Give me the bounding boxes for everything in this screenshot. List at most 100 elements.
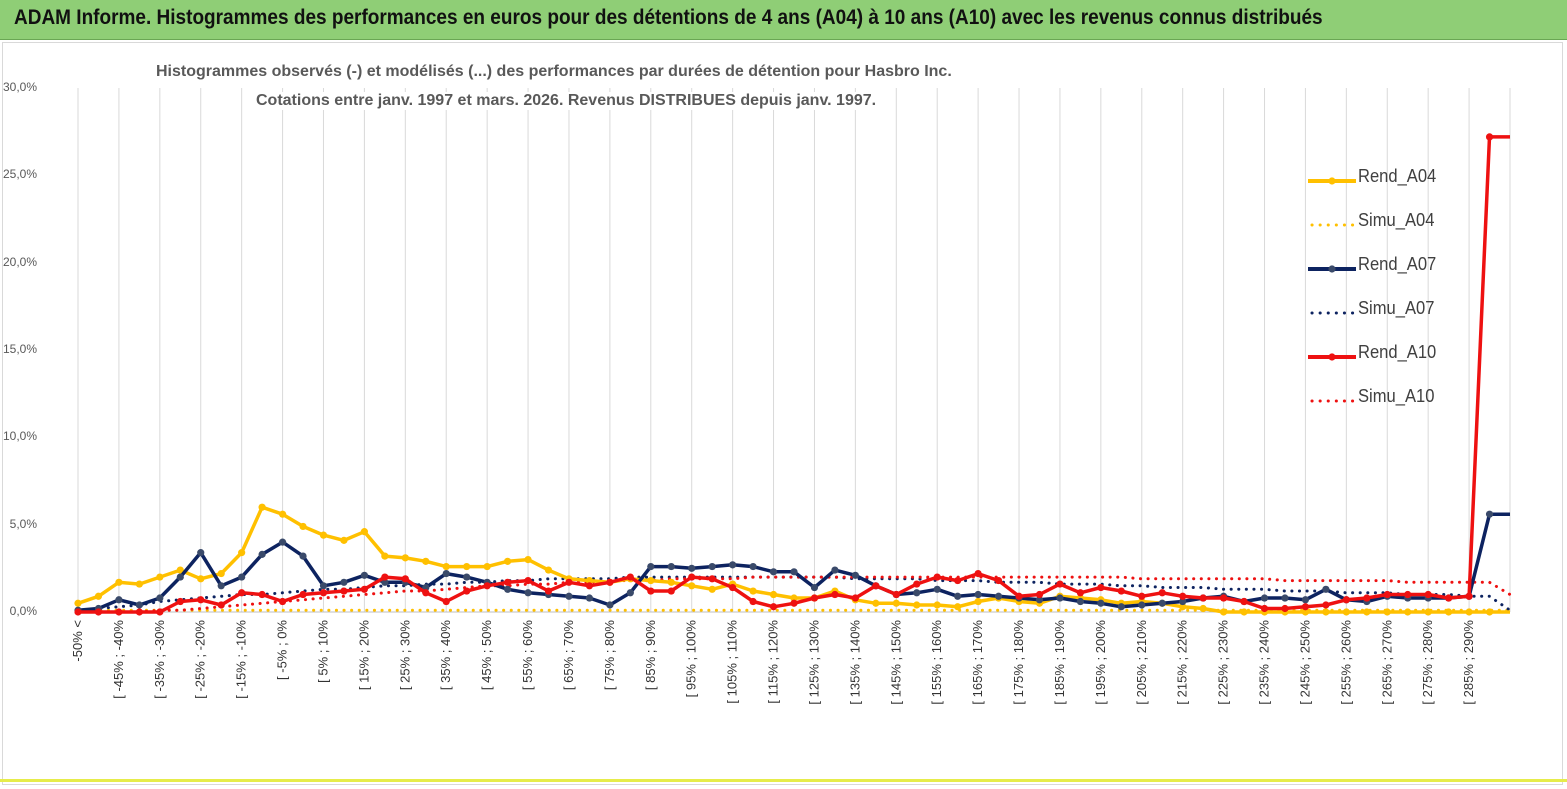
data-point [606,601,614,609]
data-point [688,573,696,581]
data-point [1158,589,1166,597]
x-tick-label: [ 285% ; 290% [1461,620,1476,705]
legend-label: Simu_A04 [1358,210,1435,230]
data-point [278,538,287,546]
x-tick-label: [ 135% ; 140% [847,620,862,705]
data-point [1097,599,1105,607]
legend-item: Rend_A07 [1300,248,1470,292]
data-point [831,566,839,574]
data-point [238,549,246,557]
data-point [258,590,266,599]
data-point [1240,597,1248,606]
x-tick-label: [ -35% ; -30% [152,620,167,699]
data-point [258,550,266,558]
data-point [565,578,573,586]
legend-swatch [1308,177,1356,185]
data-point [892,590,900,599]
data-point [319,582,328,590]
data-point [994,592,1003,600]
data-point [340,578,348,586]
legend-item: Simu_A07 [1300,292,1470,336]
x-tick-label: [ 215% ; 220% [1175,620,1190,705]
data-point [667,587,675,595]
data-point [381,552,389,560]
data-point [1035,596,1044,604]
data-point [708,575,716,583]
y-tick-label: 10,0% [2,429,37,444]
data-point [360,585,368,593]
data-point [422,583,430,592]
data-point [565,592,573,600]
data-point [1363,608,1371,616]
y-tick-label: 15,0% [2,342,37,356]
data-point [626,573,634,581]
legend-swatch [1310,311,1356,315]
data-point [831,590,839,599]
data-point [442,597,450,606]
data-point [94,608,103,616]
x-tick-label: [ 75% ; 80% [602,620,617,691]
data-point [810,594,819,602]
data-point [851,571,859,579]
data-point [729,561,737,569]
data-point [524,589,532,597]
data-point [504,578,512,586]
data-point [238,573,246,581]
legend-item: Rend_A10 [1300,336,1470,380]
data-point [381,573,389,581]
x-tick-label: [ 55% ; 60% [520,620,535,691]
data-point [1158,599,1166,607]
data-point [1301,596,1310,604]
data-point [1220,594,1228,602]
data-point [442,569,450,578]
data-point [401,575,409,583]
data-point [790,599,798,607]
data-point [299,590,307,599]
x-tick-label: [ 225% ; 230% [1216,620,1231,705]
x-tick-label: [ 165% ; 170% [970,620,985,705]
data-point [197,596,205,604]
report-title: ADAM Informe. Histogrammes des performan… [14,6,1323,29]
x-tick-label: [ 155% ; 160% [929,620,944,705]
data-point [667,578,675,586]
data-point [524,556,532,564]
legend-item: Simu_A04 [1300,204,1470,248]
x-tick-label: [ 85% ; 90% [643,620,658,691]
data-point [115,596,123,604]
y-tick-label: 25,0% [2,167,37,182]
data-point [422,589,430,597]
data-point [913,580,921,588]
data-point [340,536,348,544]
data-point [1138,601,1146,609]
legend-marker [1328,265,1336,273]
data-point [381,578,389,586]
data-point [1322,608,1330,616]
legend-item: Rend_A04 [1300,160,1470,204]
x-tick-label: [ 5% ; 10% [315,620,330,683]
x-tick-label: [ 205% ; 210% [1134,620,1149,705]
data-point [1445,608,1453,616]
x-tick-label: [ 175% ; 180% [1011,620,1026,705]
data-point [217,569,225,578]
data-point [463,573,471,581]
data-point [954,603,962,611]
data-point [360,528,368,536]
data-point [688,564,696,572]
data-point [442,562,450,571]
data-point [1445,594,1453,602]
data-point [1281,604,1289,613]
data-point [135,608,143,616]
data-point [115,578,123,586]
data-point [790,594,798,602]
data-point [933,585,941,593]
data-point [217,582,225,590]
data-point [176,573,184,581]
data-point [401,554,409,562]
x-tick-label: [ 95% ; 100% [684,620,699,698]
legend-label: Rend_A07 [1358,254,1437,274]
data-point [299,522,307,531]
bottom-accent-line [0,779,1567,782]
data-point [1117,603,1125,611]
x-tick-label: [ 25% ; 30% [397,620,412,691]
